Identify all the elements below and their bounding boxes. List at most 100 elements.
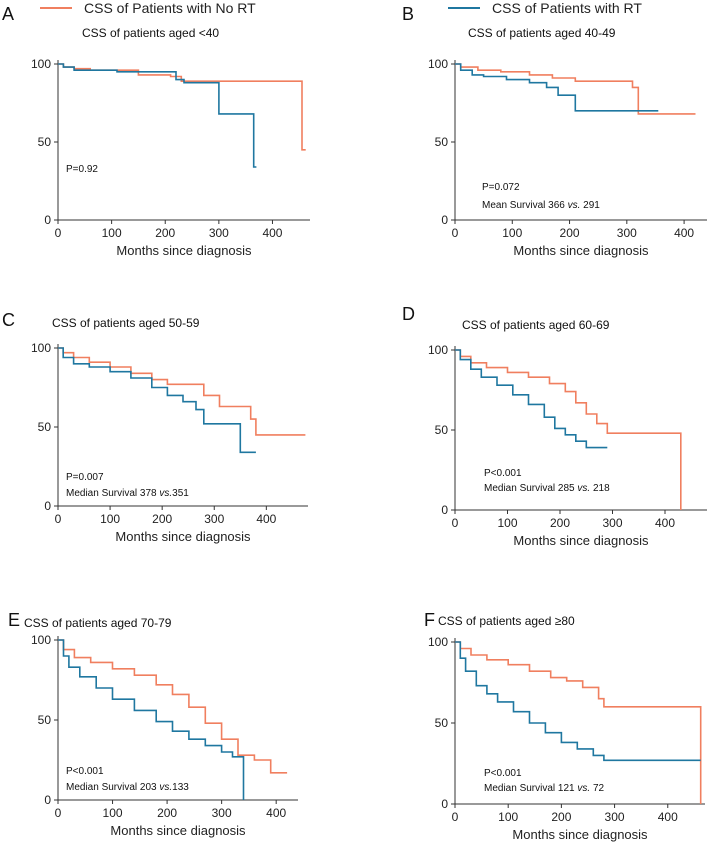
panel-letter: A [2,4,15,24]
x-axis-label: Months since diagnosis [512,827,648,842]
annotation-text: Median Survival 203 [66,782,160,793]
y-tick-label: 50 [435,135,449,149]
y-tick-label: 50 [38,420,52,434]
x-tick-label: 0 [452,516,459,530]
panel-a: A CSS of patients aged <40 0 50 100 0 100 200… [0,0,340,260]
x-tick-label: 0 [55,806,62,820]
y-tick-label: 100 [31,633,51,647]
panel-b: B CSS of patients aged 40-49 0 50 100 0 100 2… [380,0,720,260]
x-tick-label: 100 [102,226,122,240]
p-value: P=0.007 [66,472,104,483]
annotation-vs: vs. [159,488,173,499]
p-value: P=0.072 [482,182,520,193]
panel-title: CSS of patients aged 40-49 [468,26,616,40]
legend-swatch-rt [448,7,480,9]
legend-label-no-rt: CSS of Patients with No RT [84,0,256,16]
y-tick-label: 100 [31,57,51,71]
p-value: P<0.001 [484,768,522,779]
y-tick-label: 50 [38,135,52,149]
y-tick-label: 0 [441,213,448,227]
rt-curve [58,347,256,454]
y-tick-label: 50 [435,716,449,730]
km-plot: 0 50 100 0 100 200 300 400 Months since diagnosi… [31,633,298,838]
panel-e: E CSS of patients aged 70-79 0 50 100 0 100 2… [0,580,340,840]
panel-d: D CSS of patients aged 60-69 0 50 100 0 100 2… [380,280,720,548]
legend: CSS of Patients with No RT CSS of Patien… [0,0,720,20]
y-tick-label: 100 [31,341,51,355]
x-tick-label: 200 [560,226,580,240]
x-tick-label: 300 [209,226,229,240]
legend-item-no-rt: CSS of Patients with No RT [40,0,256,16]
annotation-tail: 218 [590,483,610,494]
x-tick-label: 200 [152,512,172,526]
panel-letter: B [402,4,415,24]
y-tick-label: 50 [435,423,449,437]
annotation-tail: 291 [580,200,600,211]
x-tick-label: 400 [674,226,694,240]
p-value: P<0.001 [66,766,104,777]
x-tick-label: 100 [502,226,522,240]
x-tick-label: 0 [55,226,62,240]
p-value: P=0.92 [66,164,98,175]
no-rt-curve [58,347,306,436]
survival-annotation: Mean Survival 366 vs. 291 [482,200,600,211]
rt-curve [455,349,608,449]
survival-annotation: Median Survival 378 vs.351 [66,488,189,499]
x-tick-label: 300 [204,512,224,526]
panel-letter: D [402,304,415,324]
y-tick-label: 100 [428,57,448,71]
panel-f: F CSS of patients aged ≥80 0 50 100 0 100 200… [380,580,720,842]
no-rt-curve [58,639,288,774]
y-tick-label: 0 [44,213,51,227]
annotation-vs: vs. [577,783,591,794]
x-tick-label: 200 [550,516,570,530]
panel-letter: E [8,610,21,630]
x-tick-label: 400 [262,226,282,240]
x-tick-label: 0 [452,810,459,824]
y-tick-label: 0 [44,793,51,807]
panel-c: C CSS of patients aged 50-59 0 50 100 0 100 2… [0,280,340,544]
legend-label-rt: CSS of Patients with RT [492,0,642,16]
legend-swatch-no-rt [40,7,72,9]
annotation-text: Median Survival 121 [484,783,578,794]
annotation-text: Mean Survival 366 [482,200,568,211]
survival-annotation: Median Survival 121 vs. 72 [484,783,604,794]
rt-curve [58,639,245,800]
km-plot: 0 50 100 0 100 200 300 400 Months since diagnosi… [31,57,310,258]
x-tick-label: 400 [256,512,276,526]
survival-annotation: Median Survival 285 vs. 218 [484,483,610,494]
x-tick-label: 300 [617,226,637,240]
x-axis-label: Months since diagnosis [116,243,252,258]
x-tick-label: 300 [212,806,232,820]
rt-curve [455,641,701,762]
x-tick-label: 100 [103,806,123,820]
x-tick-label: 400 [266,806,286,820]
x-axis-label: Months since diagnosis [513,533,649,548]
km-plot: 0 50 100 0 100 200 300 400 Months since diagnosi… [428,343,707,548]
annotation-text: Median Survival 285 [484,483,578,494]
x-tick-label: 200 [155,226,175,240]
survival-annotation: Median Survival 203 vs.133 [66,782,189,793]
x-tick-label: 400 [655,516,675,530]
annotation-text: Median Survival 378 [66,488,160,499]
panel-letter: C [2,310,15,330]
p-value: P<0.001 [484,468,522,479]
x-tick-label: 100 [100,512,120,526]
x-tick-label: 100 [498,810,518,824]
x-tick-label: 200 [157,806,177,820]
km-plot: 0 50 100 0 100 200 300 400 Months since diagnosi… [31,341,308,544]
no-rt-curve [455,349,682,510]
y-tick-label: 100 [428,343,448,357]
km-plot: 0 50 100 0 100 200 300 400 Months since diagnosi… [428,635,705,842]
x-tick-label: 400 [658,810,678,824]
y-tick-label: 0 [44,499,51,513]
no-rt-curve [58,63,306,151]
y-tick-label: 0 [441,797,448,811]
no-rt-curve [455,641,702,804]
y-tick-label: 50 [38,713,52,727]
x-axis-label: Months since diagnosis [115,529,251,544]
x-axis-label: Months since diagnosis [513,243,649,258]
rt-curve [455,63,659,112]
x-tick-label: 100 [497,516,517,530]
legend-item-rt: CSS of Patients with RT [448,0,642,16]
